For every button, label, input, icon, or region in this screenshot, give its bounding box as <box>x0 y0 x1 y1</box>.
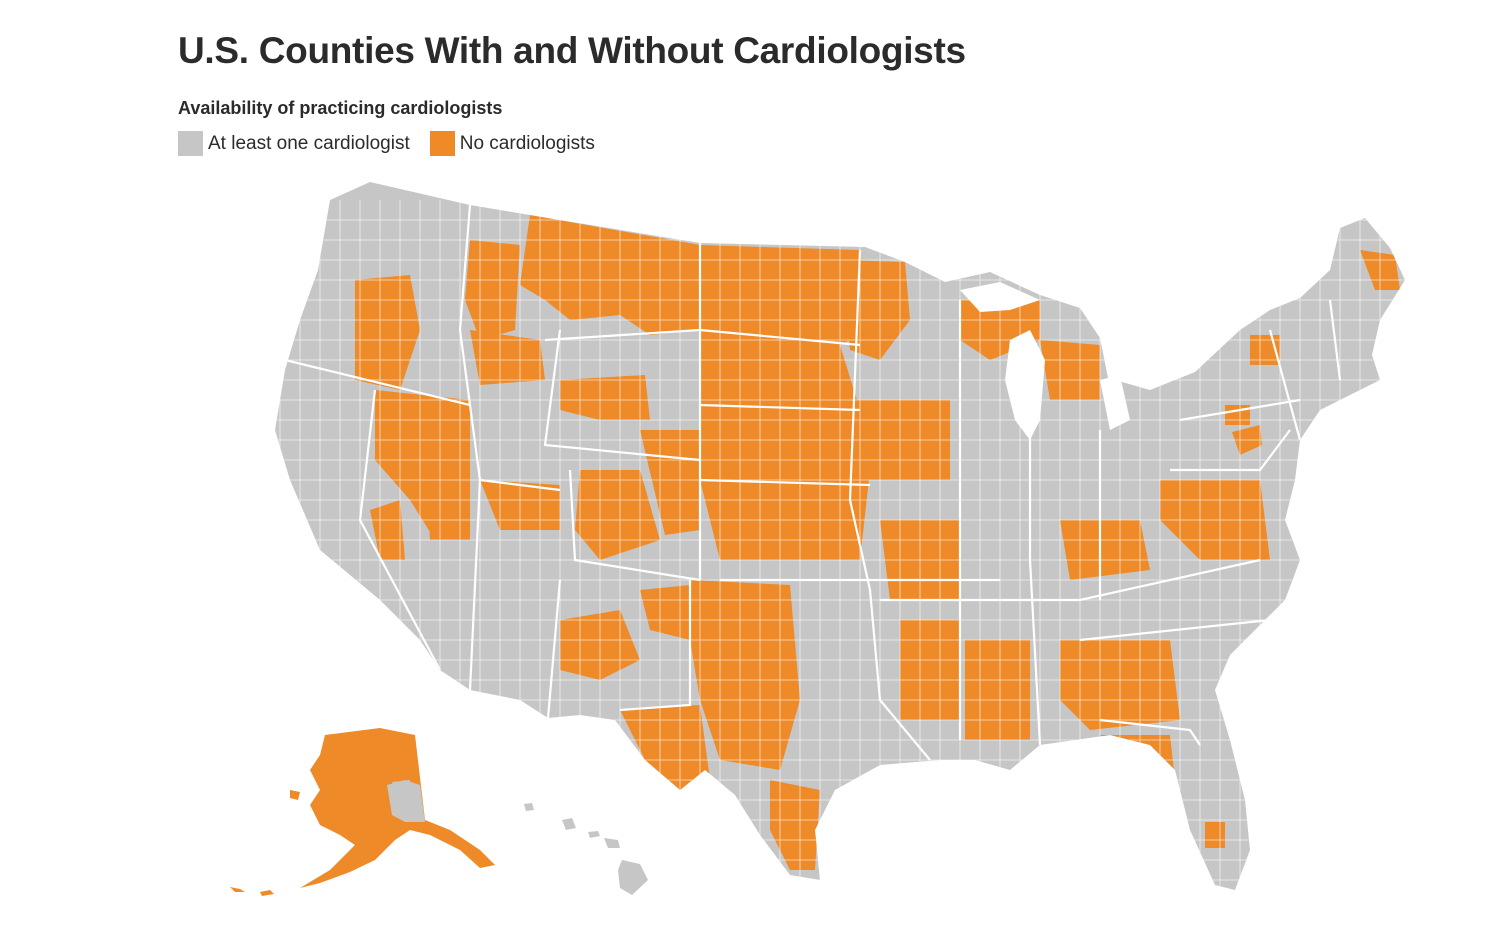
legend: At least one cardiologist No cardiologis… <box>178 131 615 156</box>
gray-swatch-icon <box>178 131 203 156</box>
hawaii <box>524 803 648 895</box>
legend-item-no-cardiologist: No cardiologists <box>429 131 595 156</box>
legend-title: Availability of practicing cardiologists <box>178 98 503 118</box>
state-borders <box>284 204 1342 761</box>
alaska <box>230 728 495 896</box>
orange-swatch-icon <box>429 131 455 156</box>
legend-label: No cardiologists <box>459 132 595 154</box>
page-title: U.S. Counties With and Without Cardiolog… <box>178 30 966 71</box>
legend-label: At least one cardiologist <box>208 132 410 154</box>
legend-item-has-cardiologist: At least one cardiologist <box>178 131 410 156</box>
great-lakes <box>960 282 1130 440</box>
